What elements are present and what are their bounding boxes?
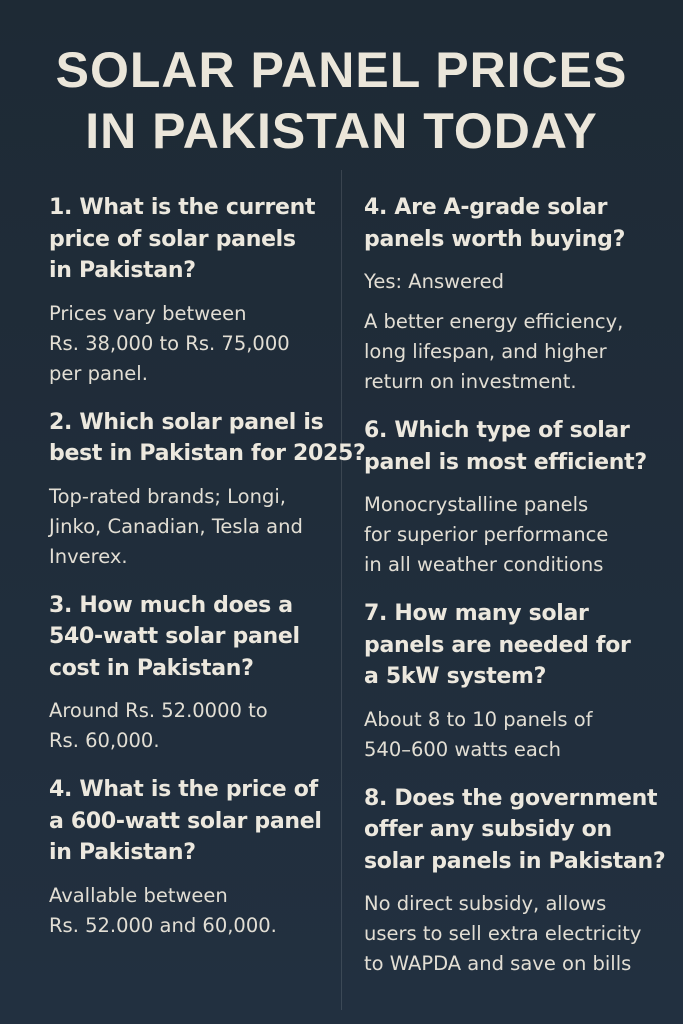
answer: Monocrystalline panels for superior perfo… bbox=[364, 490, 664, 580]
answer-line: Jinko, Canadian, Tesla and bbox=[49, 514, 303, 538]
answer-line: for superior performance bbox=[364, 523, 609, 546]
answer-line: No direct subsidy, allows bbox=[364, 892, 607, 915]
left-column: 1. What is the current price of solar pan… bbox=[49, 192, 366, 959]
question: 2. Which solar panel is best in Pakistan … bbox=[49, 407, 366, 470]
answer: Top-rated brands; Longi, Jinko, Canadian,… bbox=[49, 482, 349, 572]
question-line: cost in Pakistan? bbox=[49, 655, 254, 681]
question-line: 4. Are A-grade solar bbox=[364, 195, 608, 220]
answer-line: to WAPDA and save on bills bbox=[364, 952, 632, 975]
answer-line: long lifespan, and higher bbox=[364, 340, 607, 363]
answer: A better energy efficiency, long lifespan… bbox=[364, 307, 664, 397]
faq-item: 3. How much does a 540-watt solar panel co… bbox=[49, 590, 349, 757]
answer-line: Around Rs. 52.0000 to bbox=[49, 699, 268, 722]
answer-line: About 8 to 10 panels of bbox=[364, 707, 593, 731]
answer-line: Avallable between bbox=[49, 883, 228, 907]
answer-line: Top-rated brands; Longi, bbox=[49, 484, 286, 508]
question: 6. Which type of solar panel is most effi… bbox=[364, 415, 664, 478]
question-line: offer any subsidy on bbox=[364, 817, 612, 842]
answer: Yes: Answered bbox=[364, 267, 664, 297]
answer-line: users to sell extra electricity bbox=[364, 922, 642, 945]
answer-line: Monocrystalline panels bbox=[364, 493, 589, 516]
answer: About 8 to 10 panels of 540–600 watts eac… bbox=[364, 705, 664, 765]
title: SOLAR PANEL PRICES IN PAKISTAN TODAY bbox=[0, 40, 683, 162]
question-line: 6. Which type of solar bbox=[364, 418, 630, 443]
question-line: panels are needed for bbox=[364, 632, 631, 658]
question-line: panel is most efficient? bbox=[364, 449, 647, 475]
question-line: panels worth buying? bbox=[364, 226, 626, 252]
title-line: SOLAR PANEL PRICES bbox=[55, 42, 628, 98]
question-line: a 600-watt solar panel bbox=[49, 808, 322, 834]
question-line: price of solar panels bbox=[49, 226, 296, 252]
answer-line: Inverex. bbox=[49, 544, 128, 568]
answer-line: 540–600 watts each bbox=[364, 737, 561, 761]
question-line: solar panels in Pakistan? bbox=[364, 848, 666, 874]
question-line: best in Pakistan for 2025? bbox=[49, 441, 366, 466]
question-line: 8. Does the government bbox=[364, 785, 658, 811]
question-line: 3. How much does a bbox=[49, 592, 293, 618]
faq-item: 4. Are A-grade solar panels worth buying?… bbox=[364, 192, 664, 397]
column-divider bbox=[341, 170, 342, 1010]
faq-item: 4. What is the price of a 600-watt solar … bbox=[49, 774, 349, 941]
answer-line: Prices vary between bbox=[49, 301, 247, 325]
answer-line: in all weather conditions bbox=[364, 553, 604, 576]
answer: Around Rs. 52.0000 to Rs. 60,000. bbox=[49, 696, 349, 756]
answer-line: A better energy efficiency, bbox=[364, 310, 624, 333]
answer-line: return on investment. bbox=[364, 370, 577, 393]
question-line: 2. Which solar panel is bbox=[49, 409, 324, 435]
question-line: 540-watt solar panel bbox=[49, 624, 300, 649]
question-line: in Pakistan? bbox=[49, 258, 196, 283]
question: 1. What is the current price of solar pan… bbox=[49, 192, 349, 287]
answer: Prices vary between Rs. 38,000 to Rs. 75,… bbox=[49, 299, 349, 389]
faq-item: 8. Does the government offer any subsidy … bbox=[364, 783, 666, 980]
question-line: a 5kW system? bbox=[364, 664, 547, 689]
faq-item: 1. What is the current price of solar pan… bbox=[49, 192, 349, 389]
answer: No direct subsidy, allows users to sell e… bbox=[364, 889, 664, 979]
faq-item: 6. Which type of solar panel is most effi… bbox=[364, 415, 664, 580]
answer-line: Rs. 52.000 and 60,000. bbox=[49, 913, 277, 937]
faq-item: 2. Which solar panel is best in Pakistan … bbox=[49, 407, 366, 572]
question-line: in Pakistan? bbox=[49, 840, 196, 865]
question-line: 1. What is the current bbox=[49, 195, 316, 220]
right-column: 4. Are A-grade solar panels worth buying?… bbox=[364, 192, 666, 997]
question-line: 4. What is the price of bbox=[49, 777, 318, 802]
question: 3. How much does a 540-watt solar panel co… bbox=[49, 590, 349, 685]
answer-line: Rs. 38,000 to Rs. 75,000 bbox=[49, 331, 290, 355]
answer-line: Rs. 60,000. bbox=[49, 729, 160, 752]
question: 4. Are A-grade solar panels worth buying? bbox=[364, 192, 664, 255]
question-line: 7. How many solar bbox=[364, 601, 589, 626]
answer-line: per panel. bbox=[49, 361, 148, 385]
answer-line: Yes: Answered bbox=[364, 270, 505, 293]
title-line: IN PAKISTAN TODAY bbox=[85, 103, 598, 159]
question: 7. How many solar panels are needed for a … bbox=[364, 598, 664, 693]
answer: Avallable between Rs. 52.000 and 60,000. bbox=[49, 881, 349, 941]
question: 8. Does the government offer any subsidy … bbox=[364, 783, 666, 878]
question: 4. What is the price of a 600-watt solar … bbox=[49, 774, 349, 869]
faq-item: 7. How many solar panels are needed for a … bbox=[364, 598, 664, 765]
